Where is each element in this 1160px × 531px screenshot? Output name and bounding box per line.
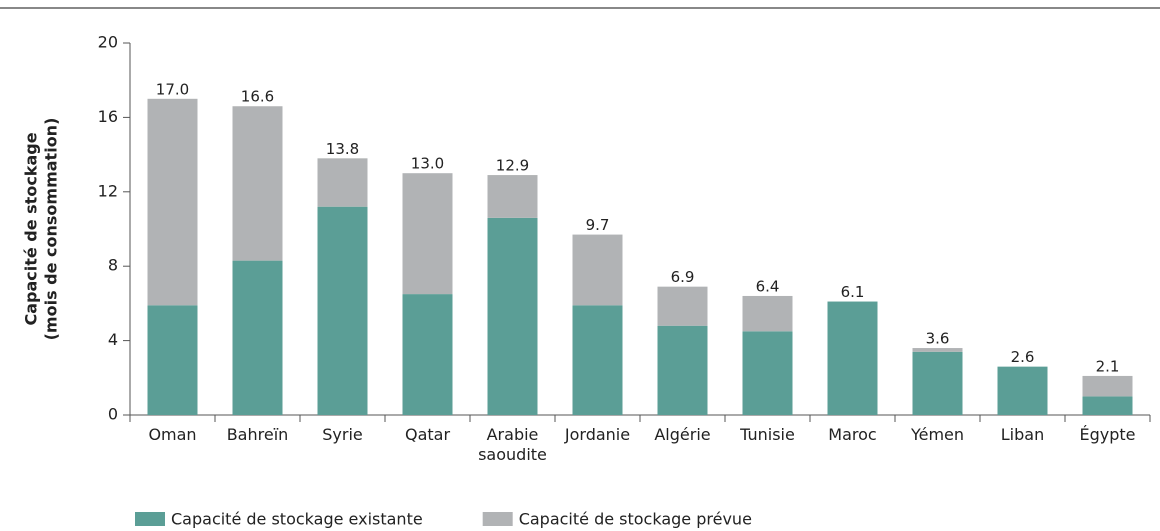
x-tick-label: Liban <box>1000 425 1045 444</box>
bar-segment <box>912 348 963 352</box>
bar-segment <box>742 331 793 415</box>
x-tick-label: Algérie <box>654 425 711 444</box>
total-label: 16.6 <box>241 88 274 106</box>
bar-segment <box>402 173 453 295</box>
x-tick-label: Bahreïn <box>226 425 289 444</box>
y-tick-label: 16 <box>98 107 118 126</box>
total-label: 2.6 <box>1011 348 1035 366</box>
x-tick-label: Égypte <box>1079 425 1136 444</box>
bar-segment <box>147 305 198 415</box>
y-tick-label: 20 <box>98 33 118 52</box>
total-label: 9.7 <box>586 216 610 234</box>
bar-segment <box>487 175 538 218</box>
bar-segment <box>317 158 368 207</box>
x-tick-label: Tunisie <box>740 425 795 444</box>
total-label: 3.6 <box>926 330 950 348</box>
bar-segment <box>1082 375 1133 397</box>
x-tick-label: Oman <box>148 425 197 444</box>
legend-label: Capacité de stockage existante <box>171 510 423 529</box>
bar-segment <box>827 301 878 415</box>
bar-segment <box>572 234 623 306</box>
bar-segment <box>572 305 623 415</box>
bar-segment <box>912 351 963 415</box>
bar-segment <box>1082 396 1133 415</box>
bar-segment <box>487 217 538 415</box>
legend-label: Capacité de stockage prévue <box>519 510 752 529</box>
bar-segment <box>317 206 368 415</box>
bar-segment <box>232 106 283 261</box>
bar-segment <box>657 286 708 326</box>
y-tick-label: 12 <box>98 181 118 200</box>
y-tick-label: 4 <box>108 330 118 349</box>
x-tick-label: Yémen <box>910 425 965 444</box>
total-label: 6.1 <box>841 283 865 301</box>
bar-segment <box>997 366 1048 415</box>
y-tick-label: 0 <box>108 405 118 424</box>
legend-swatch <box>135 512 165 526</box>
total-label: 12.9 <box>496 157 529 175</box>
x-tick-label: Jordanie <box>564 425 631 444</box>
legend-swatch <box>482 512 513 526</box>
total-label: 6.4 <box>756 277 780 295</box>
x-tick-label: Maroc <box>828 425 877 444</box>
x-tick-label: Syrie <box>322 425 363 444</box>
total-label: 6.9 <box>671 268 695 286</box>
y-tick-label: 8 <box>108 256 118 275</box>
bar-segment <box>232 260 283 415</box>
total-label: 2.1 <box>1096 357 1120 375</box>
y-axis-title: Capacité de stockage (mois de consommati… <box>22 118 61 341</box>
bar-segment <box>657 325 708 415</box>
total-label: 17.0 <box>156 80 189 98</box>
bar-segment <box>742 295 793 332</box>
y-axis-title-line: (mois de consommation) <box>42 118 61 341</box>
total-label: 13.8 <box>326 140 359 158</box>
bar-segment <box>402 294 453 415</box>
y-axis-title-line: Capacité de stockage <box>22 132 41 325</box>
x-tick-label: Arabie saoudite <box>478 425 547 464</box>
total-label: 13.0 <box>411 155 444 173</box>
bar-segment <box>147 98 198 306</box>
x-tick-label: Qatar <box>404 425 451 444</box>
